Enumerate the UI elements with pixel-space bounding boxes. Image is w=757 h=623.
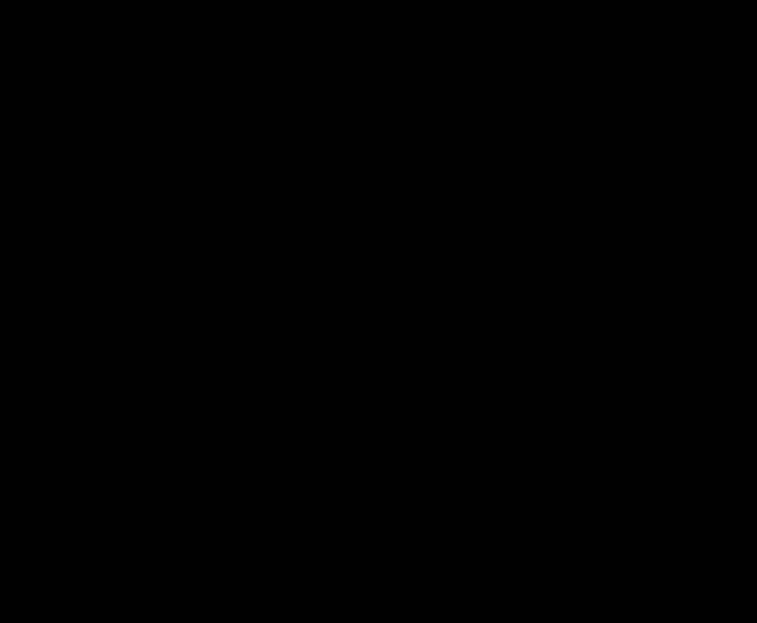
blank-canvas — [0, 0, 757, 623]
